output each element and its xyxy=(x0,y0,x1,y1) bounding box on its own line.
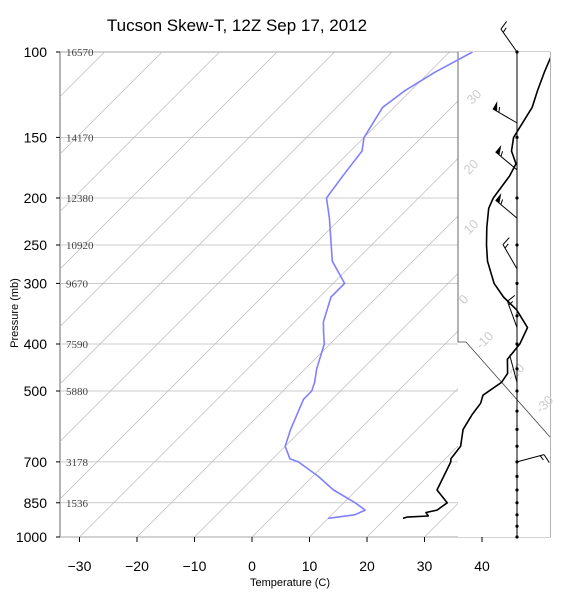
pressure-tick-label: 300 xyxy=(24,275,48,291)
height-label: 16570 xyxy=(66,47,94,59)
temperature-tick-label: 10 xyxy=(302,558,318,574)
isotherm-line xyxy=(60,52,278,270)
wind-barb xyxy=(500,21,518,53)
wind-barb-feather xyxy=(500,21,507,30)
temperature-profile-line xyxy=(402,56,550,520)
wind-barb-shaft xyxy=(495,199,518,219)
wind-barb xyxy=(516,454,550,463)
wind-level-dot xyxy=(515,513,519,517)
wind-level-dot xyxy=(515,427,519,432)
wind-barb-shaft xyxy=(500,28,518,53)
pressure-tick-label: 100 xyxy=(24,44,48,60)
wind-level-dot xyxy=(515,342,519,346)
temperature-tick-label: −30 xyxy=(68,558,92,574)
isotherm-line xyxy=(60,52,393,385)
wind-level-dot xyxy=(515,389,519,393)
wind-barb-feather xyxy=(507,294,516,302)
wind-level-dot xyxy=(515,281,519,286)
height-label: 9670 xyxy=(66,278,89,290)
wind-barb xyxy=(495,193,518,219)
pressure-tick-label: 500 xyxy=(24,383,48,399)
wind-barb-half-feather xyxy=(539,455,544,461)
wind-level-dot xyxy=(515,409,519,413)
wind-barb-shaft xyxy=(509,355,518,383)
wind-level-dot xyxy=(515,524,519,528)
wind-level-dot xyxy=(515,367,519,371)
y-axis-label: Pressure (mb) xyxy=(9,278,21,348)
wind-level-dot xyxy=(515,135,519,140)
wind-level-dot xyxy=(515,444,519,448)
height-label: 10920 xyxy=(66,240,94,252)
temperature-tick-label: −20 xyxy=(125,558,149,574)
height-label: 1536 xyxy=(66,498,89,510)
wind-panel-outline xyxy=(457,52,551,438)
pressure-tick-label: 400 xyxy=(24,336,48,352)
isotherm-line xyxy=(194,181,550,537)
isotherm-line xyxy=(60,52,450,442)
wind-barb-half-feather xyxy=(498,106,501,113)
isotherm-line xyxy=(309,296,550,537)
wind-level-dot xyxy=(515,314,519,318)
temperature-tick-label: 20 xyxy=(359,558,375,574)
wind-barb xyxy=(495,144,518,171)
isotherm-line xyxy=(60,52,335,327)
wind-barb-shaft xyxy=(502,244,518,270)
wind-level-dot xyxy=(515,535,519,539)
wind-barb-pennant xyxy=(492,101,498,112)
isotherm-line xyxy=(60,52,163,155)
pressure-tick-label: 250 xyxy=(24,237,48,253)
sounding-profiles xyxy=(284,52,550,520)
wind-level-dot xyxy=(515,196,519,200)
height-label: 5880 xyxy=(66,386,89,398)
wind-barb-shaft xyxy=(506,301,518,328)
wind-barb-shaft xyxy=(495,151,518,171)
dewpoint-profile-line xyxy=(284,52,473,520)
isotherm-line xyxy=(60,52,220,212)
height-label: 7590 xyxy=(66,339,89,351)
wind-barb-shaft xyxy=(516,454,545,463)
wind-panel-background xyxy=(458,52,550,537)
temperature-tick-label: −10 xyxy=(183,558,207,574)
temperature-tick-label: 30 xyxy=(417,558,433,574)
wind-barb-feather xyxy=(543,454,550,463)
pressure-tick-label: 1000 xyxy=(16,529,47,545)
isotherm-line xyxy=(366,353,550,537)
wind-barb-half-feather xyxy=(500,151,504,157)
wind-barb xyxy=(492,101,518,124)
pressure-tick-label: 150 xyxy=(24,129,48,145)
pressure-tick-label: 700 xyxy=(24,454,48,470)
isotherm-line xyxy=(60,52,508,500)
height-label: 3178 xyxy=(66,457,89,469)
height-label: 14170 xyxy=(66,132,94,144)
wind-barb xyxy=(502,237,518,270)
chart-title: Tucson Skew-T, 12Z Sep 17, 2012 xyxy=(107,16,367,35)
wind-barb-half-feather xyxy=(502,27,507,33)
pressure-tick-label: 200 xyxy=(24,190,48,206)
wind-level-dot xyxy=(515,243,519,247)
wind-barb-pennant xyxy=(495,193,502,204)
temperature-tick-label: 0 xyxy=(248,558,256,574)
wind-barb-half-feather xyxy=(500,199,504,205)
wind-level-dot xyxy=(515,474,519,479)
wind-barb-feather xyxy=(502,237,510,245)
wind-barb-shaft xyxy=(492,108,518,124)
temperature-tick-label: 40 xyxy=(474,558,490,574)
pressure-tick-label: 850 xyxy=(24,495,48,511)
height-label: 12380 xyxy=(66,193,94,205)
wind-barb-half-feather xyxy=(504,243,509,249)
x-axis-label: Temperature (C) xyxy=(250,577,330,589)
wind-level-dot xyxy=(515,501,519,505)
wind-barb-pennant xyxy=(495,144,502,156)
wind-level-dot xyxy=(515,488,519,492)
